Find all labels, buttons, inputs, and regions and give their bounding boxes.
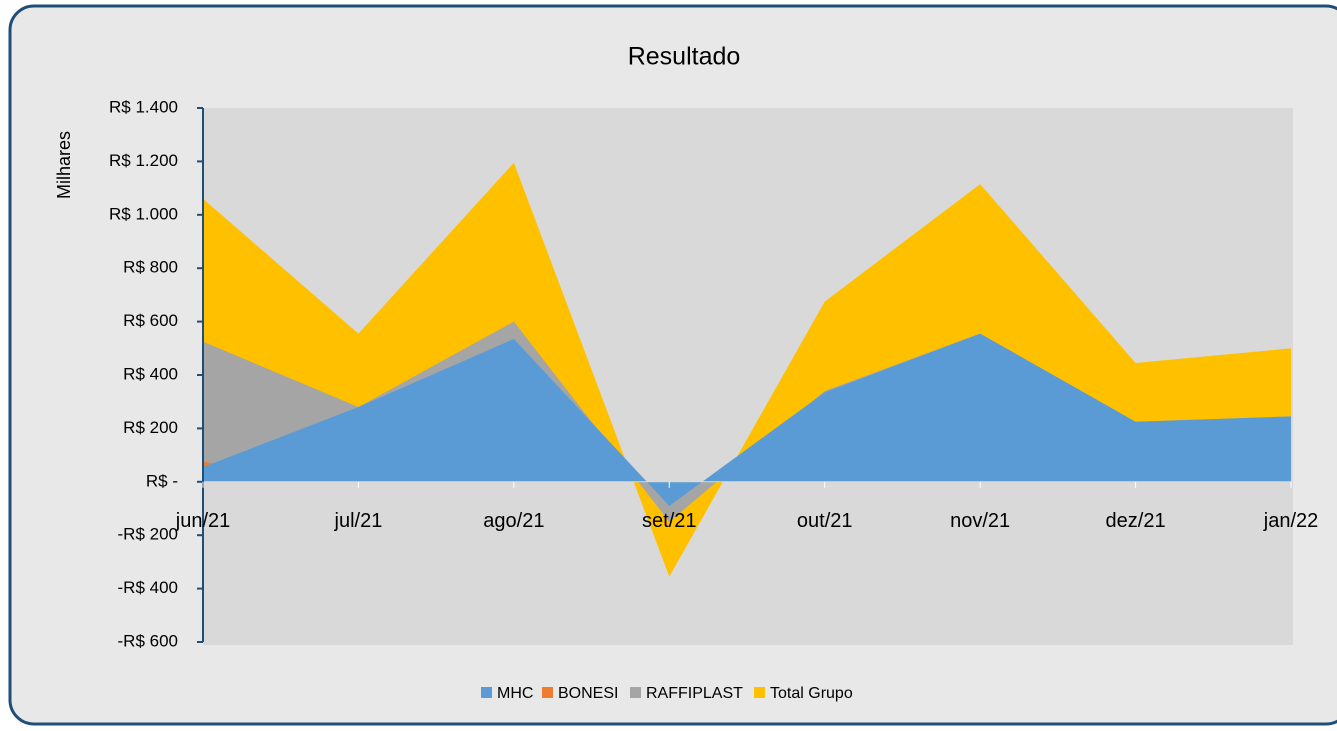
- x-tick-label: jul/21: [334, 510, 383, 532]
- y-tick-label: R$ 1.400: [109, 97, 178, 116]
- y-tick-label: -R$ 200: [118, 525, 178, 544]
- y-tick-label: -R$ 400: [118, 578, 178, 597]
- chart-title: Resultado: [628, 43, 741, 71]
- legend-label: Total Grupo: [770, 685, 853, 702]
- y-axis-title: Milhares: [54, 131, 74, 199]
- legend-label: BONESI: [558, 685, 618, 702]
- x-tick-label: out/21: [797, 510, 853, 532]
- legend-swatch: [754, 687, 765, 698]
- y-tick-label: R$ 400: [123, 364, 178, 383]
- y-tick-label: R$ 200: [123, 418, 178, 437]
- x-tick-label: nov/21: [950, 510, 1010, 532]
- y-tick-label: R$ 800: [123, 258, 178, 277]
- legend-swatch: [481, 687, 492, 698]
- legend-label: RAFFIPLAST: [646, 685, 743, 702]
- legend-swatch: [542, 687, 553, 698]
- y-tick-label: R$ -: [146, 471, 178, 490]
- legend-swatch: [630, 687, 641, 698]
- y-tick-label: R$ 1.200: [109, 151, 178, 170]
- y-tick-label: R$ 1.000: [109, 204, 178, 223]
- y-tick-label: R$ 600: [123, 311, 178, 330]
- x-tick-label: set/21: [642, 510, 696, 532]
- area: [203, 333, 1291, 506]
- x-tick-label: jun/21: [175, 510, 231, 532]
- x-tick-label: ago/21: [483, 510, 544, 532]
- x-tick-label: jan/22: [1263, 510, 1319, 532]
- legend-label: MHC: [497, 685, 533, 702]
- y-tick-label: -R$ 600: [118, 631, 178, 650]
- x-tick-label: dez/21: [1106, 510, 1166, 532]
